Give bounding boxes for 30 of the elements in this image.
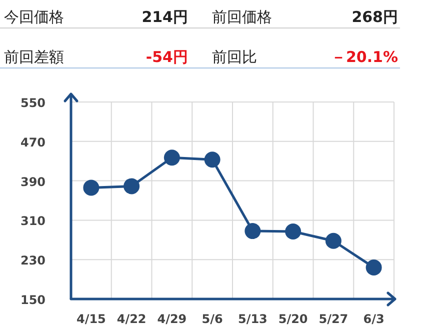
point: [244, 223, 261, 240]
text: 前回比: [212, 48, 257, 66]
text: －20.1%: [330, 48, 398, 66]
y-tick-label: 470: [20, 135, 46, 150]
x-tick-label: 4/22: [116, 312, 146, 326]
y-tick-label: 310: [20, 214, 46, 228]
point: [124, 178, 140, 194]
text: 前回価格: [212, 8, 272, 26]
x-tick-label: 6/3: [363, 312, 384, 326]
point: [204, 152, 220, 168]
x-tick-label: 5/20: [278, 312, 308, 326]
y-tick-label: 230: [20, 254, 46, 268]
point: [325, 232, 342, 249]
point: [366, 259, 382, 276]
x-tick-label: 5/13: [238, 312, 268, 326]
point: [83, 180, 100, 196]
text: 268円: [352, 8, 398, 26]
point: [285, 224, 302, 240]
x-tick-label: 4/29: [157, 312, 187, 326]
text: 前回差額: [4, 48, 64, 66]
text: 今回価格: [4, 8, 64, 26]
y-tick-label: 390: [20, 174, 46, 189]
text: -54円: [146, 48, 188, 66]
x-tick-label: 5/6: [202, 312, 223, 326]
point: [164, 150, 180, 166]
y-tick-label: 150: [20, 293, 46, 307]
x-tick-label: 5/27: [318, 312, 348, 326]
y-tick-label: 550: [20, 96, 46, 110]
x-tick-label: 4/15: [76, 312, 106, 326]
text: 214円: [142, 8, 188, 26]
